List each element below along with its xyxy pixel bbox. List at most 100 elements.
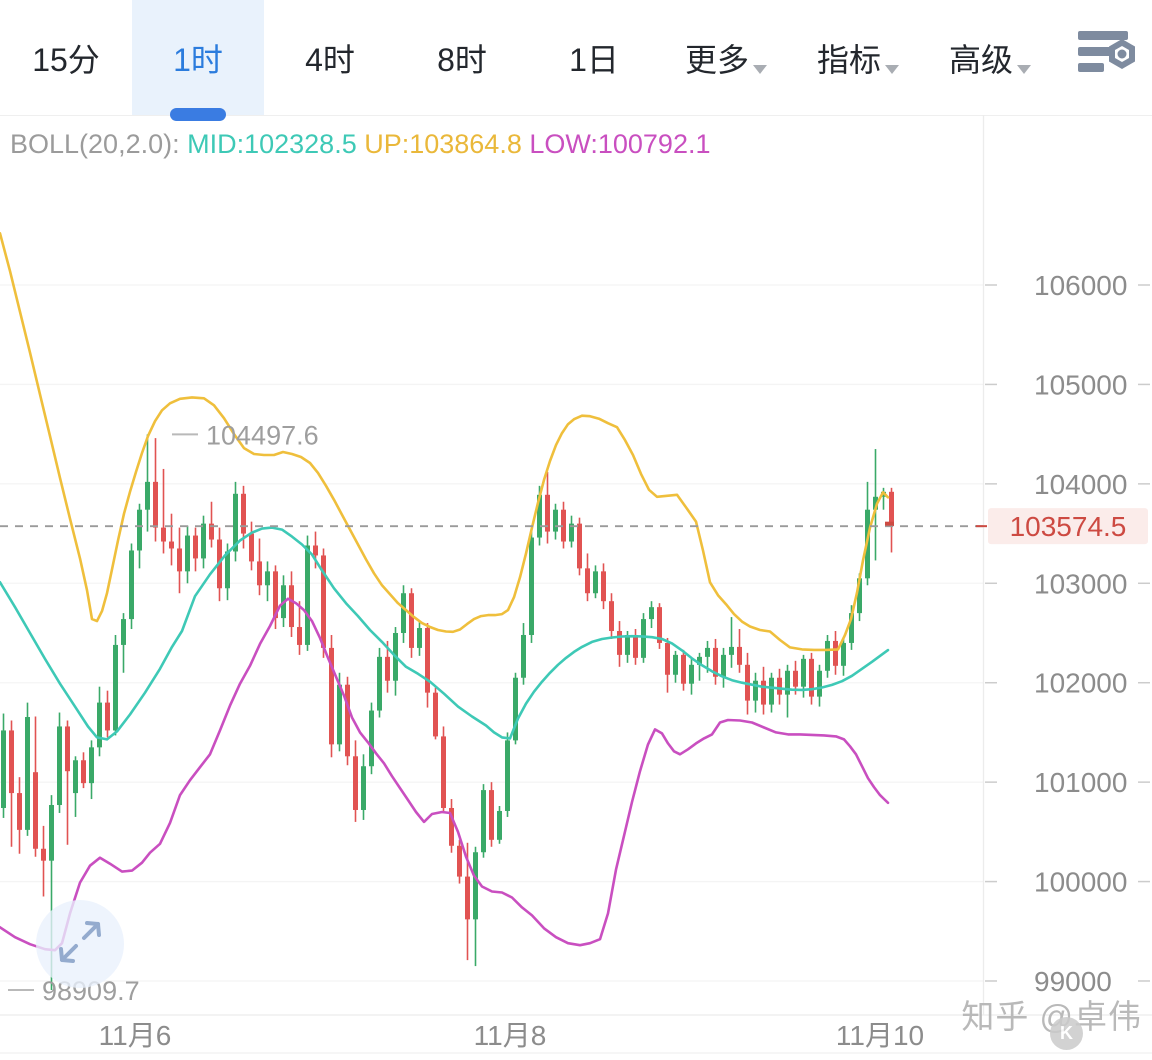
legend-part: BOLL(20,2.0): [10,128,188,159]
tab-label: 1时 [173,41,223,78]
candle-body [465,876,470,920]
current-price-value: 103574.5 [1010,511,1127,542]
candle-body [497,810,502,840]
candle-body [553,509,558,532]
candle-body [49,805,54,861]
candle-body [665,642,670,675]
candle-body [737,646,742,665]
candle-body [793,670,798,687]
candle-body [593,571,598,594]
price-tick-label: 101000 [1034,767,1127,798]
candle-body [153,481,158,528]
candle-body [145,481,150,510]
candle-body [705,647,710,657]
tab-指标[interactable]: 指标 [792,0,924,115]
candle-body [689,664,694,684]
price-tick-label: 105000 [1034,369,1127,400]
candle-body [401,593,406,633]
date-tick-label: 11月10 [836,1020,924,1051]
candle-body [257,561,262,586]
candle-body [769,677,774,705]
date-axis: 11月6 11月8 11月10 [99,1020,924,1051]
legend-part: UP:103864.8 [364,128,530,159]
candle-body [753,680,758,701]
current-price-badge: 103574.5 [976,508,1148,545]
candle-body [169,541,174,549]
watermark-badge: K [1050,1017,1083,1050]
tab-8时[interactable]: 8时 [396,0,528,115]
boll-legend: BOLL(20,2.0): MID:102328.5 UP:103864.8 L… [10,124,710,164]
candle-body [633,634,638,658]
candlestick-chart[interactable]: 106000 105000 104000 103000 102000 101000 1000… [0,115,1152,1060]
tab-label: 15分 [32,41,100,78]
tab-高级[interactable]: 高级 [924,0,1056,115]
candle-body [137,509,142,551]
candle-body [273,571,278,619]
candle-body [529,537,534,635]
candle-body [369,710,374,767]
candle-body [433,692,438,737]
candle-body [561,509,566,542]
candle-body [385,656,390,681]
candle-body [321,555,326,648]
candle-body [609,601,614,632]
candle-body [185,535,190,572]
candle-body [481,790,486,853]
tab-15分[interactable]: 15分 [0,0,132,115]
price-tick-label: 103000 [1034,568,1127,599]
legend-part: MID:102328.5 [187,128,365,159]
candle-body [817,670,822,697]
tab-1时[interactable]: 1时 [132,0,264,121]
candles [1,434,894,990]
date-tick-label: 11月6 [99,1020,172,1051]
candle-body [177,548,182,572]
price-tick-label: 99000 [1034,966,1112,997]
candle-body [1,730,6,808]
candle-body [873,496,878,510]
candle-body [209,523,214,540]
expand-arrows-icon [48,910,112,979]
candle-body [57,726,62,806]
chevron-down-icon [1017,65,1031,74]
candle-body [65,726,70,772]
candle-body [345,684,350,757]
candle-body [457,845,462,877]
expand-chart-button[interactable] [36,900,124,988]
candle-body [377,656,382,711]
candle-body [569,523,574,542]
timeframe-tabbar: 15分 1时 4时 8时 1日 更多 指标 高级 [0,0,1152,121]
band-up [0,232,890,652]
price-axis: 106000 105000 104000 103000 102000 101000 1000… [0,115,1152,1054]
candle-body [161,527,166,542]
active-tab-indicator [170,108,226,121]
price-tick-label: 104000 [1034,469,1127,500]
candle-body [841,642,846,666]
band-low [0,597,890,952]
tab-更多[interactable]: 更多 [660,0,792,115]
candle-body [505,740,510,811]
candle-body [641,619,646,658]
candle-body [129,550,134,620]
candle-body [673,654,678,675]
price-tick-label: 100000 [1034,867,1127,898]
tab-1日[interactable]: 1日 [528,0,660,115]
candle-body [25,717,30,830]
candle-body [97,702,102,748]
tab-label: 4时 [305,41,355,78]
tab-label: 更多 [684,41,749,78]
candle-body [521,634,526,678]
candle-body [297,627,302,645]
legend-part: LOW:100792.1 [529,128,711,159]
candle-body [225,551,230,589]
chevron-down-icon [885,65,899,74]
candle-body [513,677,518,741]
chart-settings-button[interactable] [1064,0,1152,115]
candle-body [337,684,342,745]
candle-body [33,772,38,849]
candle-body [361,766,366,810]
candle-body [249,533,254,562]
tab-4时[interactable]: 4时 [264,0,396,115]
candle-body [41,848,46,861]
